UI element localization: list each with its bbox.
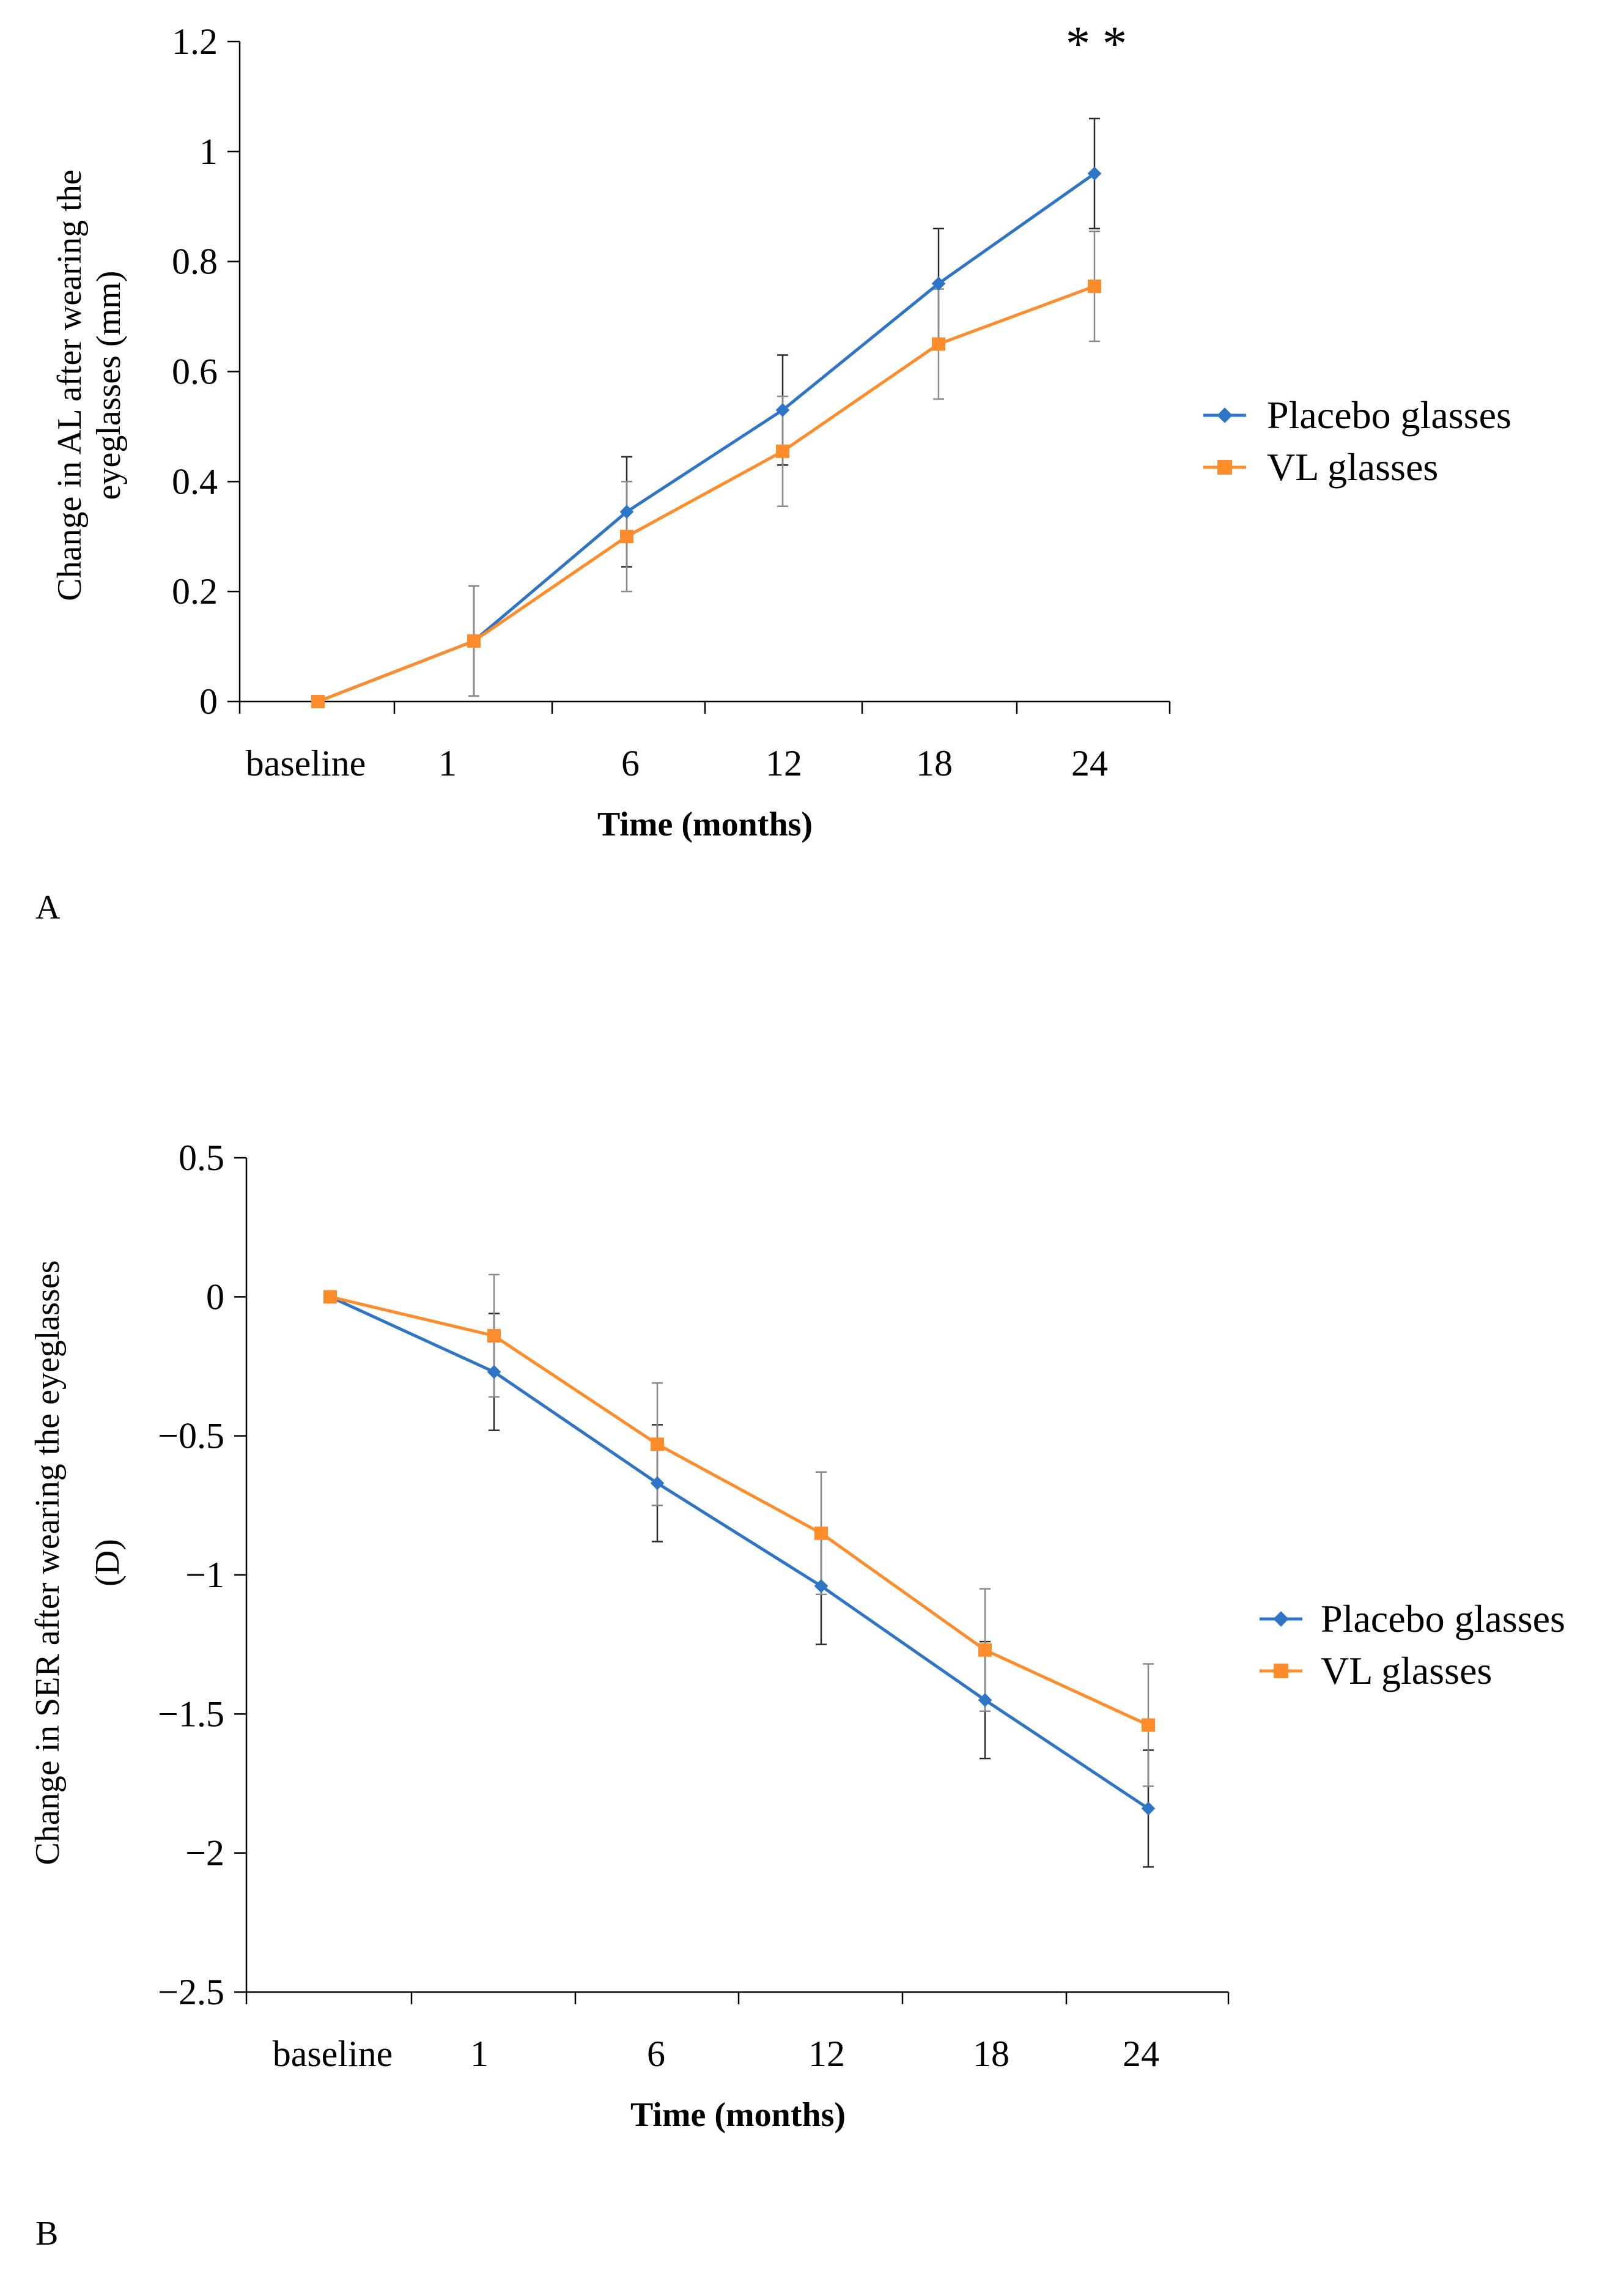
y-tick-label: 0 xyxy=(206,1276,224,1317)
chart-b-series-lines xyxy=(329,1295,1150,1810)
chart-b-error-bars xyxy=(489,1273,1154,1868)
chart-b: 0.5 0 −0.5 −1 −1.5 −2 −2.5 baseline 1 6 12 18 24 Ch… xyxy=(29,1138,1565,2253)
x-category-label: baseline xyxy=(273,2034,393,2074)
y-tick-label: 1.2 xyxy=(172,21,218,62)
data-point-diamond xyxy=(931,276,946,291)
y-tick-label: 1 xyxy=(199,131,218,172)
y-tick-label: 0.4 xyxy=(172,461,218,502)
chart-b-y-ticks: 0.5 0 −0.5 −1 −1.5 −2 −2.5 xyxy=(158,1138,246,2012)
data-point-square xyxy=(323,1290,337,1304)
x-category-label: 12 xyxy=(808,2034,845,2074)
data-point-square xyxy=(978,1643,992,1657)
data-point-diamond xyxy=(775,403,790,417)
x-category-label: baseline xyxy=(246,743,366,783)
data-point-diamond xyxy=(487,1365,501,1379)
data-point-square xyxy=(467,634,481,648)
chart-a-legend-label-vl: VL glasses xyxy=(1267,445,1438,489)
data-point-square xyxy=(1088,280,1101,294)
y-tick-label: 0 xyxy=(199,681,218,722)
y-tick-label: −1.5 xyxy=(158,1694,224,1734)
series-line-placebo-glasses xyxy=(317,172,1096,703)
chart-b-legend-marker-vl xyxy=(1274,1664,1288,1678)
chart-b-legend-marker-placebo xyxy=(1273,1611,1289,1627)
data-point-square xyxy=(1142,1718,1155,1732)
data-point-diamond xyxy=(978,1693,992,1707)
panel-label-b: B xyxy=(35,2215,58,2253)
data-point-square xyxy=(651,1437,664,1451)
x-category-label: 18 xyxy=(916,743,953,783)
chart-a-ylabel-line-2: eyeglasses (mm) xyxy=(90,271,128,500)
data-point-square xyxy=(776,444,789,458)
chart-b-markers xyxy=(323,1290,1156,1816)
data-point-diamond xyxy=(650,1476,665,1491)
chart-a-series-lines xyxy=(317,172,1096,703)
chart-b-axes xyxy=(245,1158,1228,1993)
series-line-vl-glasses xyxy=(330,1295,1150,1727)
x-category-label: 24 xyxy=(1123,2034,1159,2074)
x-category-label: 1 xyxy=(438,743,457,783)
series-line-vl-glasses xyxy=(317,284,1095,703)
y-tick-label: −2 xyxy=(185,1833,224,1873)
chart-a-legend: Placebo glasses VL glasses xyxy=(1203,393,1511,489)
data-point-diamond xyxy=(619,505,634,519)
data-point-square xyxy=(814,1526,828,1540)
data-point-diamond xyxy=(814,1579,829,1593)
data-point-square xyxy=(620,530,633,544)
x-category-label: 6 xyxy=(647,2034,665,2074)
y-tick-label: 0.2 xyxy=(172,571,218,612)
chart-a-xlabel: Time (months) xyxy=(597,806,813,843)
y-tick-label: 0.6 xyxy=(172,352,218,392)
data-point-square xyxy=(487,1328,501,1343)
x-category-label: 24 xyxy=(1071,743,1108,783)
chart-a-legend-marker-placebo xyxy=(1217,407,1233,423)
x-category-label: 18 xyxy=(973,2034,1009,2074)
data-point-diamond xyxy=(1141,1801,1156,1816)
chart-a: 0 0.2 0.4 0.6 0.8 1 1.2 baseline 1 6 12 18 24 Chang… xyxy=(35,17,1511,927)
x-category-label: 6 xyxy=(621,743,640,783)
chart-a-legend-label-placebo: Placebo glasses xyxy=(1267,393,1511,437)
chart-b-x-ticks: baseline 1 6 12 18 24 xyxy=(245,1992,1230,2074)
chart-b-legend: Placebo glasses VL glasses xyxy=(1260,1597,1565,1692)
data-point-square xyxy=(932,337,945,351)
chart-a-legend-marker-vl xyxy=(1217,460,1232,475)
chart-b-xlabel: Time (months) xyxy=(630,2096,846,2134)
data-point-square xyxy=(311,695,325,708)
chart-b-legend-label-vl: VL glasses xyxy=(1321,1649,1492,1692)
y-tick-label: −1 xyxy=(185,1555,224,1595)
series-line-placebo-glasses xyxy=(329,1295,1150,1810)
x-category-label: 1 xyxy=(470,2034,489,2074)
chart-a-y-ticks: 0 0.2 0.4 0.6 0.8 1 1.2 xyxy=(172,21,240,722)
x-category-label: 12 xyxy=(766,743,802,783)
chart-a-markers xyxy=(311,166,1102,709)
y-tick-label: 0.5 xyxy=(179,1138,224,1178)
chart-a-x-ticks: baseline 1 6 12 18 24 xyxy=(238,702,1171,783)
chart-a-significance-annotation: * * xyxy=(1066,17,1127,71)
y-tick-label: −2.5 xyxy=(158,1972,224,2012)
chart-a-ylabel-line-1: Change in AL after wearing the xyxy=(51,169,89,601)
panel-label-a: A xyxy=(35,889,61,927)
data-point-diamond xyxy=(1087,166,1102,181)
chart-b-legend-label-placebo: Placebo glasses xyxy=(1321,1597,1565,1640)
chart-a-axes xyxy=(238,42,1170,703)
y-tick-label: −0.5 xyxy=(158,1416,224,1456)
chart-b-ylabel-line-2: (D) xyxy=(89,1539,127,1587)
chart-b-ylabel-line-1: Change in SER after wearing the eyeglass… xyxy=(29,1260,67,1865)
y-tick-label: 0.8 xyxy=(172,242,218,282)
